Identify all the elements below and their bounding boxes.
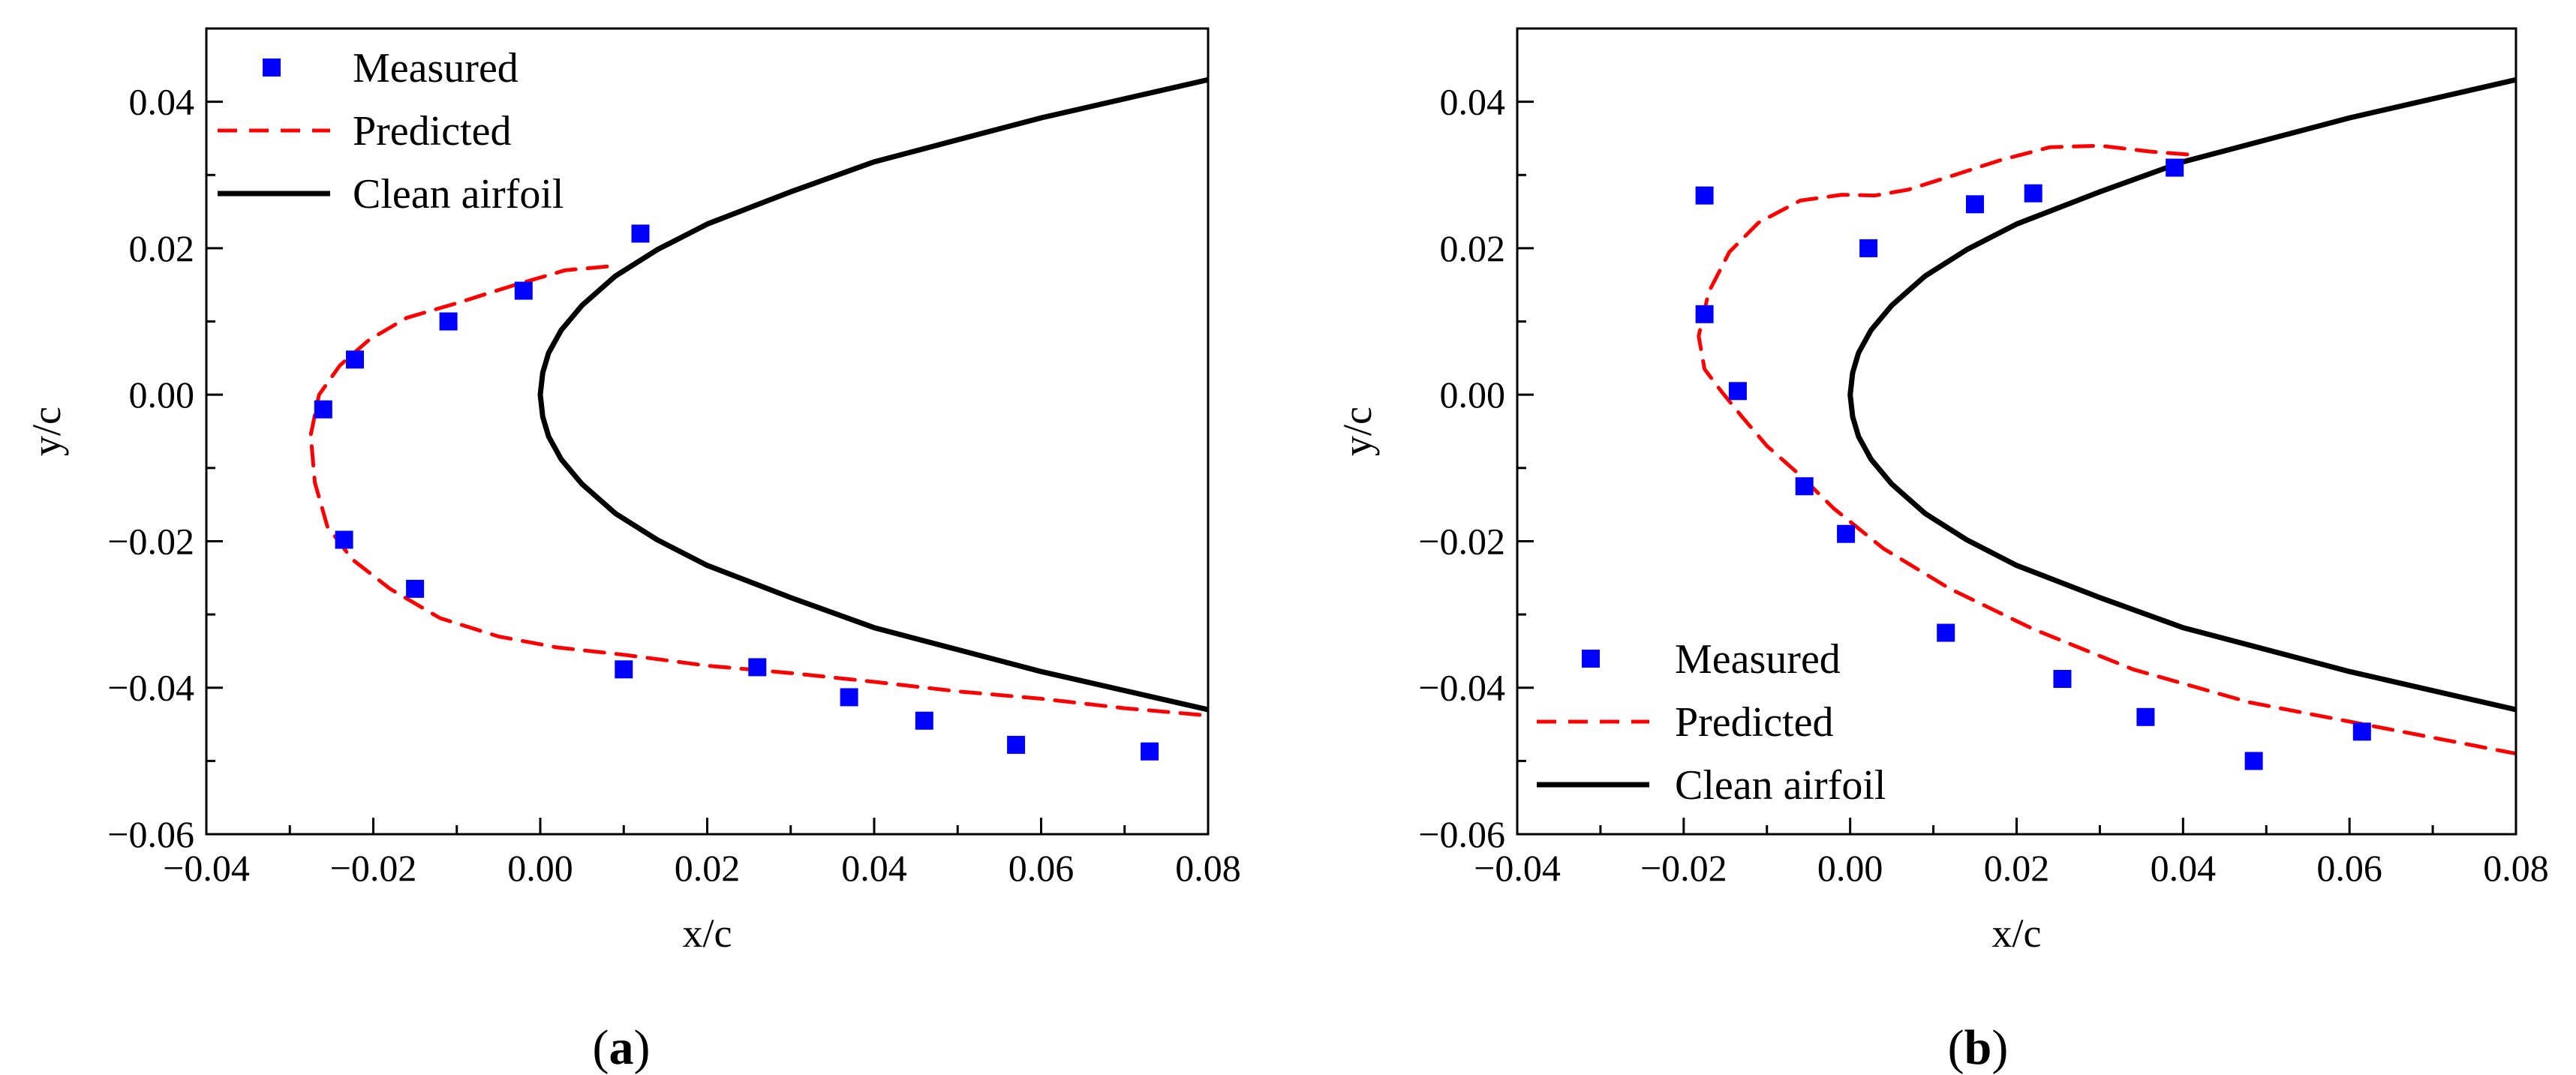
y-axis-title-b: y/c	[1335, 407, 1380, 456]
plot-markers-b	[1695, 158, 2371, 770]
plot-lines-b	[1697, 77, 2516, 756]
x-tick-label: 0.02	[1984, 847, 2050, 889]
series-line-predicted	[308, 264, 1208, 718]
y-tick-label: 0.02	[1440, 227, 1506, 269]
data-point-measured	[439, 312, 458, 331]
data-point-measured	[631, 224, 650, 243]
x-tick-label: −0.04	[163, 847, 250, 889]
data-point-measured	[615, 660, 633, 679]
series-line-predicted	[1697, 143, 2516, 756]
x-tick-label: 0.00	[1817, 847, 1883, 889]
data-point-measured	[1859, 239, 1878, 257]
data-point-measured	[2053, 670, 2072, 688]
legend-marker-measured	[1582, 650, 1600, 668]
x-tick-label: 0.02	[675, 847, 741, 889]
y-axis-title-a: y/c	[24, 407, 69, 456]
data-point-measured	[1837, 524, 1856, 543]
y-tick-label: 0.00	[129, 374, 195, 416]
data-point-measured	[346, 350, 364, 369]
plot-markers-a	[314, 224, 1159, 761]
data-point-measured	[840, 688, 858, 707]
data-point-measured	[2166, 158, 2184, 177]
plot-frame	[1516, 27, 2517, 836]
data-point-measured	[314, 400, 332, 419]
y-tick-label: 0.00	[1440, 374, 1506, 416]
panel-label-b: (b)	[1948, 1020, 2009, 1075]
series-line-clean-airfoil	[1847, 77, 2516, 713]
data-point-measured	[1937, 623, 1955, 642]
x-tick-label: 0.04	[841, 847, 907, 889]
y-tick-label: −0.06	[107, 813, 194, 855]
y-tick-label: −0.02	[107, 520, 194, 562]
data-point-measured	[748, 658, 767, 677]
x-tick-label: 0.08	[1175, 847, 1241, 889]
y-tick-label: 0.04	[129, 81, 195, 123]
x-tick-label: 0.04	[2151, 847, 2217, 889]
x-tick-label: −0.04	[1474, 847, 1561, 889]
y-tick-label: −0.02	[1418, 520, 1505, 562]
legend-label-clean-airfoil: Clean airfoil	[353, 171, 564, 218]
data-point-measured	[2136, 707, 2155, 726]
x-tick-label: 0.06	[2316, 847, 2382, 889]
legend-label-measured: Measured	[353, 45, 519, 92]
x-tick-label: −0.02	[1640, 847, 1727, 889]
data-point-measured	[2352, 722, 2371, 741]
axes-b: −0.04 −0.02 0.00 0.02 0.04 0.06 0.08−0.06−0.04…	[1418, 27, 2549, 889]
data-point-measured	[1795, 477, 1814, 496]
x-tick-label: −0.02	[330, 847, 417, 889]
y-tick-label: 0.04	[1440, 81, 1506, 123]
data-point-measured	[1966, 195, 1984, 214]
y-tick-label: −0.06	[1418, 813, 1505, 855]
legend-label-clean-airfoil: Clean airfoil	[1675, 762, 1886, 809]
x-axis-title-a: x/c	[683, 911, 732, 956]
y-tick-label: 0.02	[129, 227, 195, 269]
x-tick-label: 0.06	[1008, 847, 1075, 889]
legend-a: Measured Predicted Clean airfoil	[218, 45, 564, 218]
data-point-measured	[335, 530, 353, 549]
data-point-measured	[2244, 752, 2263, 770]
chart-panel-b: −0.04 −0.02 0.00 0.02 0.04 0.06 0.08−0.06−0.04…	[1335, 27, 2549, 1075]
legend-label-predicted: Predicted	[1675, 699, 1833, 746]
data-point-measured	[1007, 735, 1026, 754]
data-point-measured	[514, 281, 533, 300]
data-point-measured	[1695, 305, 1714, 323]
data-point-measured	[1695, 186, 1714, 205]
plot-lines-a	[308, 77, 1208, 718]
chart-panel-a: −0.04 −0.02 0.00 0.02 0.04 0.06 0.08−0.06−0.04…	[24, 27, 1241, 1075]
y-tick-label: −0.04	[1418, 667, 1505, 709]
legend-label-predicted: Predicted	[353, 108, 511, 155]
data-point-measured	[406, 579, 425, 598]
x-tick-label: 0.08	[2483, 847, 2549, 889]
x-tick-label: 0.00	[507, 847, 573, 889]
x-axis-title-b: x/c	[1992, 911, 2042, 956]
data-point-measured	[915, 711, 933, 730]
legend-marker-measured	[263, 59, 281, 77]
data-point-measured	[2024, 184, 2042, 203]
series-line-clean-airfoil	[537, 77, 1208, 713]
data-point-measured	[1141, 742, 1159, 761]
y-tick-label: −0.04	[107, 667, 194, 709]
data-point-measured	[1728, 382, 1747, 401]
axes-a: −0.04 −0.02 0.00 0.02 0.04 0.06 0.08−0.06−0.04…	[107, 27, 1241, 889]
legend-label-measured: Measured	[1675, 636, 1841, 683]
legend-b: Measured Predicted Clean airfoil	[1537, 636, 1886, 809]
panel-label-a: (a)	[593, 1020, 651, 1075]
